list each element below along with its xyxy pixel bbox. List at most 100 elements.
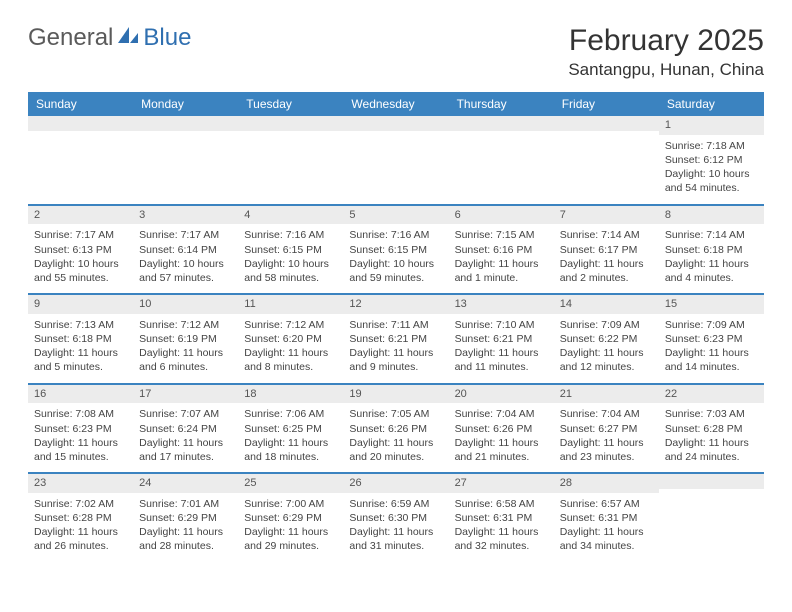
sunset-text: Sunset: 6:30 PM: [349, 511, 442, 525]
daylight-text: Daylight: 11 hours and 24 minutes.: [665, 436, 758, 464]
calendar-cell: 3Sunrise: 7:17 AMSunset: 6:14 PMDaylight…: [133, 205, 238, 295]
day-number: 16: [28, 385, 133, 404]
sunrise-text: Sunrise: 7:16 AM: [244, 228, 337, 242]
sunset-text: Sunset: 6:21 PM: [455, 332, 548, 346]
calendar-cell: 8Sunrise: 7:14 AMSunset: 6:18 PMDaylight…: [659, 205, 764, 295]
sunrise-text: Sunrise: 7:06 AM: [244, 407, 337, 421]
sunset-text: Sunset: 6:14 PM: [139, 243, 232, 257]
sunrise-text: Sunrise: 6:58 AM: [455, 497, 548, 511]
day-header: Thursday: [449, 92, 554, 116]
sunrise-text: Sunrise: 7:10 AM: [455, 318, 548, 332]
day-number: 8: [659, 206, 764, 225]
sunset-text: Sunset: 6:28 PM: [34, 511, 127, 525]
daylight-text: Daylight: 11 hours and 2 minutes.: [560, 257, 653, 285]
calendar-cell: [343, 116, 448, 205]
sunrise-text: Sunrise: 7:05 AM: [349, 407, 442, 421]
sunset-text: Sunset: 6:20 PM: [244, 332, 337, 346]
calendar-row: 1 Sunrise: 7:18 AMSunset: 6:12 PMDaylight…: [28, 116, 764, 205]
sunset-text: Sunset: 6:12 PM: [665, 153, 758, 167]
sunrise-text: Sunrise: 6:57 AM: [560, 497, 653, 511]
daylight-text: Daylight: 11 hours and 32 minutes.: [455, 525, 548, 553]
daylight-text: Daylight: 10 hours and 59 minutes.: [349, 257, 442, 285]
daylight-text: Daylight: 10 hours and 55 minutes.: [34, 257, 127, 285]
daylight-text: Daylight: 11 hours and 12 minutes.: [560, 346, 653, 374]
day-number: 14: [554, 295, 659, 314]
calendar-cell: 24Sunrise: 7:01 AMSunset: 6:29 PMDayligh…: [133, 473, 238, 562]
sunset-text: Sunset: 6:24 PM: [139, 422, 232, 436]
calendar-table: Sunday Monday Tuesday Wednesday Thursday…: [28, 92, 764, 562]
sunset-text: Sunset: 6:19 PM: [139, 332, 232, 346]
calendar-cell: 11Sunrise: 7:12 AMSunset: 6:20 PMDayligh…: [238, 294, 343, 384]
calendar-page: General Blue February 2025 Santangpu, Hu…: [0, 0, 792, 586]
day-number: 23: [28, 474, 133, 493]
sunrise-text: Sunrise: 7:08 AM: [34, 407, 127, 421]
day-header: Friday: [554, 92, 659, 116]
daylight-text: Daylight: 11 hours and 6 minutes.: [139, 346, 232, 374]
sunset-text: Sunset: 6:16 PM: [455, 243, 548, 257]
day-number: [238, 116, 343, 131]
day-header: Sunday: [28, 92, 133, 116]
day-number: 7: [554, 206, 659, 225]
sunset-text: Sunset: 6:27 PM: [560, 422, 653, 436]
day-number: [28, 116, 133, 131]
logo-text-blue: Blue: [143, 24, 191, 52]
calendar-cell: 26Sunrise: 6:59 AMSunset: 6:30 PMDayligh…: [343, 473, 448, 562]
sunset-text: Sunset: 6:23 PM: [665, 332, 758, 346]
sunrise-text: Sunrise: 7:11 AM: [349, 318, 442, 332]
sunrise-text: Sunrise: 7:02 AM: [34, 497, 127, 511]
day-number: 18: [238, 385, 343, 404]
location: Santangpu, Hunan, China: [568, 60, 764, 80]
sunrise-text: Sunrise: 7:09 AM: [560, 318, 653, 332]
calendar-cell: 14Sunrise: 7:09 AMSunset: 6:22 PMDayligh…: [554, 294, 659, 384]
day-header: Wednesday: [343, 92, 448, 116]
sunrise-text: Sunrise: 7:14 AM: [665, 228, 758, 242]
calendar-cell: 13Sunrise: 7:10 AMSunset: 6:21 PMDayligh…: [449, 294, 554, 384]
sunset-text: Sunset: 6:18 PM: [34, 332, 127, 346]
daylight-text: Daylight: 11 hours and 28 minutes.: [139, 525, 232, 553]
daylight-text: Daylight: 11 hours and 4 minutes.: [665, 257, 758, 285]
sunset-text: Sunset: 6:21 PM: [349, 332, 442, 346]
calendar-cell: [554, 116, 659, 205]
calendar-cell: [659, 473, 764, 562]
daylight-text: Daylight: 10 hours and 54 minutes.: [665, 167, 758, 195]
sunrise-text: Sunrise: 7:17 AM: [139, 228, 232, 242]
daylight-text: Daylight: 11 hours and 20 minutes.: [349, 436, 442, 464]
day-number: 6: [449, 206, 554, 225]
day-number: 10: [133, 295, 238, 314]
daylight-text: Daylight: 10 hours and 58 minutes.: [244, 257, 337, 285]
calendar-cell: [133, 116, 238, 205]
calendar-cell: 9Sunrise: 7:13 AMSunset: 6:18 PMDaylight…: [28, 294, 133, 384]
sunrise-text: Sunrise: 7:04 AM: [455, 407, 548, 421]
sunrise-text: Sunrise: 7:12 AM: [244, 318, 337, 332]
sunrise-text: Sunrise: 7:07 AM: [139, 407, 232, 421]
calendar-cell: 7Sunrise: 7:14 AMSunset: 6:17 PMDaylight…: [554, 205, 659, 295]
sunset-text: Sunset: 6:29 PM: [244, 511, 337, 525]
sunrise-text: Sunrise: 7:18 AM: [665, 139, 758, 153]
calendar-row: 2Sunrise: 7:17 AMSunset: 6:13 PMDaylight…: [28, 205, 764, 295]
day-number: [343, 116, 448, 131]
calendar-row: 16Sunrise: 7:08 AMSunset: 6:23 PMDayligh…: [28, 384, 764, 474]
daylight-text: Daylight: 11 hours and 8 minutes.: [244, 346, 337, 374]
sunset-text: Sunset: 6:29 PM: [139, 511, 232, 525]
daylight-text: Daylight: 11 hours and 17 minutes.: [139, 436, 232, 464]
calendar-cell: 18Sunrise: 7:06 AMSunset: 6:25 PMDayligh…: [238, 384, 343, 474]
daylight-text: Daylight: 11 hours and 14 minutes.: [665, 346, 758, 374]
day-number: [449, 116, 554, 131]
day-number: 25: [238, 474, 343, 493]
calendar-cell: 17 Sunrise: 7:07 AMSunset: 6:24 PMDayligh…: [133, 384, 238, 474]
sunset-text: Sunset: 6:13 PM: [34, 243, 127, 257]
daylight-text: Daylight: 11 hours and 26 minutes.: [34, 525, 127, 553]
sunrise-text: Sunrise: 7:09 AM: [665, 318, 758, 332]
day-number: 17: [133, 385, 238, 404]
day-header: Tuesday: [238, 92, 343, 116]
day-number: 27: [449, 474, 554, 493]
day-number: 26: [343, 474, 448, 493]
day-number: 12: [343, 295, 448, 314]
calendar-cell: 2Sunrise: 7:17 AMSunset: 6:13 PMDaylight…: [28, 205, 133, 295]
day-number: 2: [28, 206, 133, 225]
sunrise-text: Sunrise: 7:12 AM: [139, 318, 232, 332]
calendar-head: Sunday Monday Tuesday Wednesday Thursday…: [28, 92, 764, 116]
day-number: 1: [659, 116, 764, 135]
sunset-text: Sunset: 6:26 PM: [455, 422, 548, 436]
daylight-text: Daylight: 11 hours and 11 minutes.: [455, 346, 548, 374]
